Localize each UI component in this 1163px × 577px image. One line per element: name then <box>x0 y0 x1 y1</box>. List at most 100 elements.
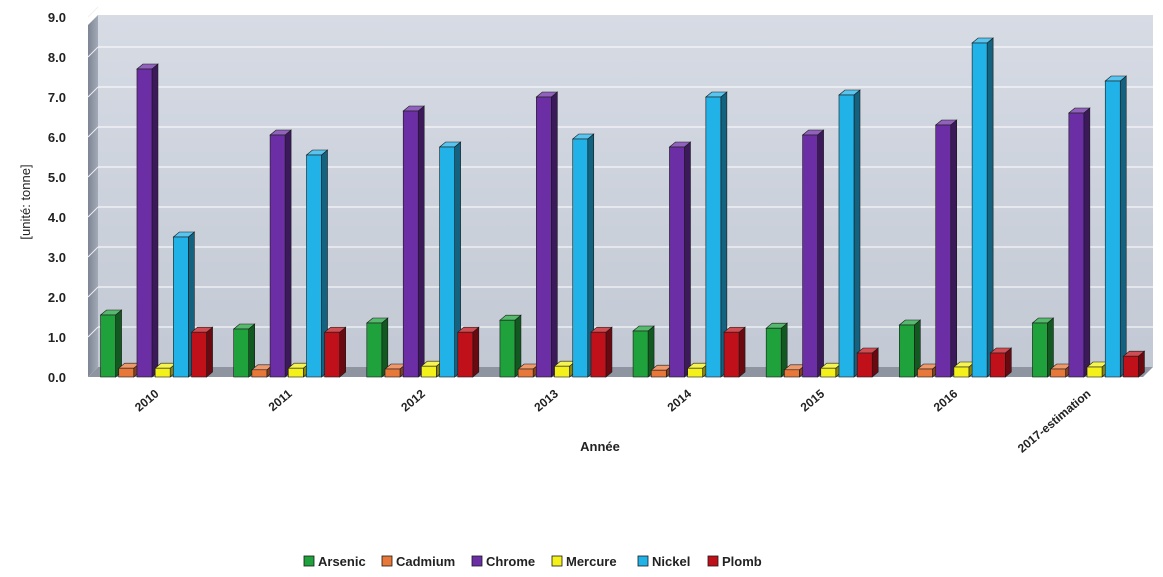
bar <box>402 105 426 378</box>
bar-front <box>820 367 837 378</box>
bar <box>819 362 843 378</box>
gridline-side <box>87 326 99 338</box>
bar <box>438 141 462 378</box>
bar <box>971 37 994 378</box>
bar-front <box>990 352 1006 378</box>
gridline-side <box>87 286 99 298</box>
bar-side <box>684 141 691 378</box>
bar <box>172 231 196 378</box>
bar <box>1122 350 1146 378</box>
bar-side <box>206 326 213 378</box>
y-axis-ticks: 0.0 1.0 2.0 3.0 4.0 5.0 6.0 7.0 8.0 9.0 <box>48 10 66 385</box>
gridline-side <box>87 246 99 258</box>
bar-front <box>536 96 552 378</box>
bar-front <box>971 42 988 378</box>
legend-item: Arsenic <box>303 554 366 569</box>
bar-front <box>765 327 782 378</box>
bar <box>365 317 389 378</box>
bar <box>136 63 159 378</box>
y-tick-label: 3.0 <box>48 250 66 265</box>
bar <box>723 326 746 378</box>
bar-front <box>1086 366 1103 378</box>
legend-swatch <box>707 555 719 567</box>
y-tick-label: 7.0 <box>48 90 66 105</box>
bar-front <box>554 365 570 378</box>
bar-front <box>421 365 437 378</box>
bar <box>590 326 613 378</box>
bar-side <box>151 63 159 378</box>
legend-label: Arsenic <box>318 554 366 569</box>
gridline-side <box>87 166 99 178</box>
bar-front <box>100 314 116 378</box>
bar <box>499 314 522 378</box>
bar <box>856 347 880 378</box>
bar-front <box>935 124 952 378</box>
bar <box>117 362 141 378</box>
bar-front <box>1050 368 1066 378</box>
bar-front <box>439 146 455 378</box>
bar-front <box>802 134 818 378</box>
bar <box>953 361 976 378</box>
y-tick-label: 6.0 <box>48 130 66 145</box>
bar <box>553 360 577 378</box>
legend-label: Chrome <box>486 554 535 569</box>
bar-front <box>173 236 189 378</box>
bar <box>1068 107 1091 378</box>
bar-front <box>838 94 855 378</box>
bar <box>420 360 444 378</box>
bar-front <box>306 154 322 378</box>
x-category-label: 2013 <box>531 386 561 414</box>
legend: Arsenic Cadmium Chrome Mercure Nickel Plomb <box>303 554 762 569</box>
bar <box>705 91 728 378</box>
bar-front <box>899 324 915 378</box>
bar-front <box>590 331 607 378</box>
legend-item: Cadmium <box>381 554 455 569</box>
bar-side <box>339 326 346 378</box>
x-axis-title: Année <box>580 439 620 454</box>
bar-front <box>1032 322 1048 378</box>
legend-label: Cadmium <box>396 554 455 569</box>
bar <box>456 326 480 378</box>
bar <box>1104 75 1128 378</box>
y-tick-label: 1.0 <box>48 330 66 345</box>
bar <box>1086 361 1109 378</box>
legend-item: Nickel <box>637 554 690 569</box>
x-category-label: 2017-estimation <box>1015 387 1093 456</box>
bar-front <box>457 331 474 378</box>
bar-front <box>1123 355 1139 378</box>
bar <box>99 309 123 378</box>
bar-front <box>384 368 401 378</box>
x-category-label: 2011 <box>266 386 295 414</box>
bar-front <box>705 96 722 378</box>
bar-front <box>251 369 268 378</box>
legend-label: Plomb <box>722 554 762 569</box>
bar-front <box>402 110 419 378</box>
bar <box>305 149 329 378</box>
x-category-label: 2016 <box>931 386 961 414</box>
bar-side <box>950 119 958 378</box>
bar <box>838 89 861 378</box>
gridline-side <box>87 206 99 218</box>
bar-front <box>1068 112 1085 378</box>
y-tick-label: 2.0 <box>48 290 66 305</box>
back-wall <box>98 15 1153 367</box>
bar-side <box>853 89 861 378</box>
gridline-side <box>87 46 99 58</box>
bar <box>287 362 311 378</box>
x-category-label: 2012 <box>398 386 428 414</box>
bar <box>154 362 177 378</box>
bar-front <box>287 367 304 378</box>
bar <box>190 326 214 378</box>
bar <box>571 133 595 378</box>
bar-front <box>632 330 649 378</box>
x-category-label: 2010 <box>132 386 162 414</box>
gridline-side <box>87 6 99 18</box>
bar-side <box>738 326 746 378</box>
bar <box>535 91 559 378</box>
bar-front <box>917 368 933 378</box>
legend-item: Chrome <box>471 554 535 569</box>
bar <box>232 323 256 378</box>
legend-swatch <box>471 555 483 567</box>
